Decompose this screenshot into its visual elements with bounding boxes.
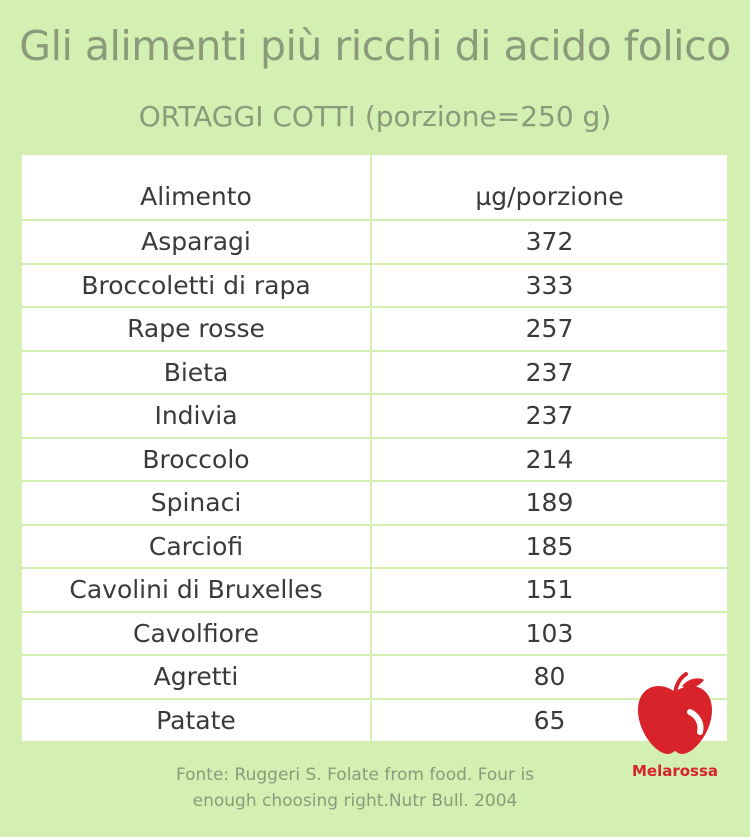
column-header-food: Alimento	[22, 155, 372, 219]
food-value: 237	[525, 357, 574, 387]
table-row: Patate 65	[22, 697, 727, 741]
logo-wordmark: Melarossa	[631, 762, 719, 780]
food-name: Cavolfiore	[22, 612, 372, 654]
food-value: 372	[525, 227, 574, 257]
food-name: Spinaci	[22, 482, 372, 524]
food-value: 333	[525, 270, 574, 300]
food-name: Cavolini di Bruxelles	[22, 569, 372, 611]
food-name: Agretti	[22, 656, 372, 698]
column-header-amount: µg/porzione	[475, 181, 624, 211]
food-value: 214	[525, 444, 574, 474]
food-value: 185	[525, 531, 574, 561]
food-name: Rape rosse	[22, 308, 372, 350]
food-value: 189	[525, 488, 574, 518]
food-value: 65	[533, 705, 566, 735]
source-line-2: enough choosing right.Nutr Bull. 2004	[192, 791, 518, 811]
food-name: Carciofi	[22, 525, 372, 567]
table-row: Broccoletti di rapa 333	[22, 262, 727, 306]
page-subtitle: ORTAGGI COTTI (porzione=250 g)	[138, 100, 612, 133]
table-header-row: Alimento µg/porzione	[22, 155, 727, 219]
food-value: 237	[525, 401, 574, 431]
food-name: Indivia	[22, 395, 372, 437]
page-title: Gli alimenti più ricchi di acido folico	[19, 22, 731, 70]
table-row: Broccolo 214	[22, 436, 727, 480]
food-value: 151	[525, 575, 574, 605]
table-row: Asparagi 372	[22, 219, 727, 263]
food-name: Broccoletti di rapa	[22, 264, 372, 306]
food-name: Patate	[22, 699, 372, 741]
table-row: Rape rosse 257	[22, 306, 727, 350]
food-value: 257	[525, 314, 574, 344]
food-name: Asparagi	[22, 221, 372, 263]
source-line-1: Fonte: Ruggeri S. Folate from food. Four…	[175, 765, 535, 785]
food-value: 103	[525, 618, 574, 648]
food-value: 80	[533, 662, 566, 692]
table-row: Indivia 237	[22, 393, 727, 437]
table-row: Cavolfiore 103	[22, 610, 727, 654]
table-row: Agretti 80	[22, 654, 727, 698]
table-row: Carciofi 185	[22, 523, 727, 567]
table-row: Bieta 237	[22, 349, 727, 393]
table-row: Cavolini di Bruxelles 151	[22, 567, 727, 611]
table-row: Spinaci 189	[22, 480, 727, 524]
source-citation: Fonte: Ruggeri S. Folate from food. Four…	[120, 762, 590, 814]
folate-table: Alimento µg/porzione Asparagi 372 Brocco…	[22, 155, 727, 741]
food-name: Bieta	[22, 351, 372, 393]
food-name: Broccolo	[22, 438, 372, 480]
apple-icon	[638, 672, 712, 754]
melarossa-logo: Melarossa	[620, 672, 730, 792]
